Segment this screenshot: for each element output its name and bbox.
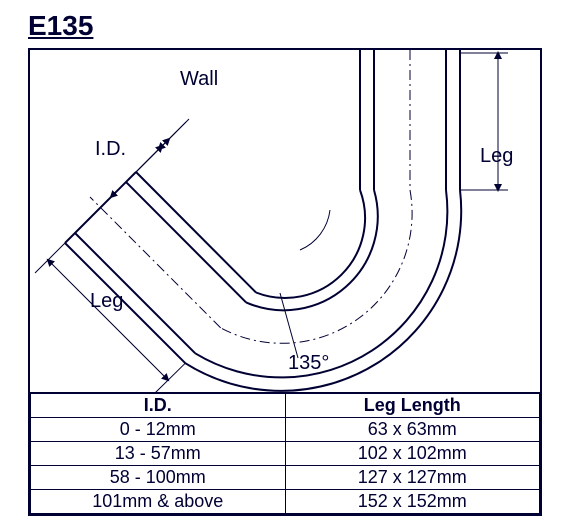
diagram-frame: Wall I.D. Leg Leg 135°	[28, 48, 542, 394]
label-leg-left: Leg	[90, 290, 123, 313]
cell-leg: 102 x 102mm	[285, 442, 540, 466]
col-header-id: I.D.	[31, 394, 286, 418]
elbow-diagram	[30, 50, 544, 396]
table-header-row: I.D. Leg Length	[31, 394, 540, 418]
col-header-leg: Leg Length	[285, 394, 540, 418]
part-title: E135	[28, 10, 93, 42]
cell-leg: 63 x 63mm	[285, 418, 540, 442]
label-leg-right: Leg	[480, 145, 513, 168]
cell-id: 101mm & above	[31, 490, 286, 514]
table-row: 101mm & above 152 x 152mm	[31, 490, 540, 514]
table-row: 58 - 100mm 127 x 127mm	[31, 466, 540, 490]
table-row: 0 - 12mm 63 x 63mm	[31, 418, 540, 442]
cell-id: 58 - 100mm	[31, 466, 286, 490]
cell-id: 0 - 12mm	[31, 418, 286, 442]
spec-table-container: I.D. Leg Length 0 - 12mm 63 x 63mm 13 - …	[28, 393, 542, 516]
cell-leg: 152 x 152mm	[285, 490, 540, 514]
page-container: E135	[0, 0, 571, 524]
label-wall: Wall	[180, 68, 218, 91]
label-id: I.D.	[95, 138, 126, 161]
table-row: 13 - 57mm 102 x 102mm	[31, 442, 540, 466]
cell-id: 13 - 57mm	[31, 442, 286, 466]
cell-leg: 127 x 127mm	[285, 466, 540, 490]
spec-table: I.D. Leg Length 0 - 12mm 63 x 63mm 13 - …	[30, 393, 540, 514]
label-angle: 135°	[288, 352, 329, 375]
